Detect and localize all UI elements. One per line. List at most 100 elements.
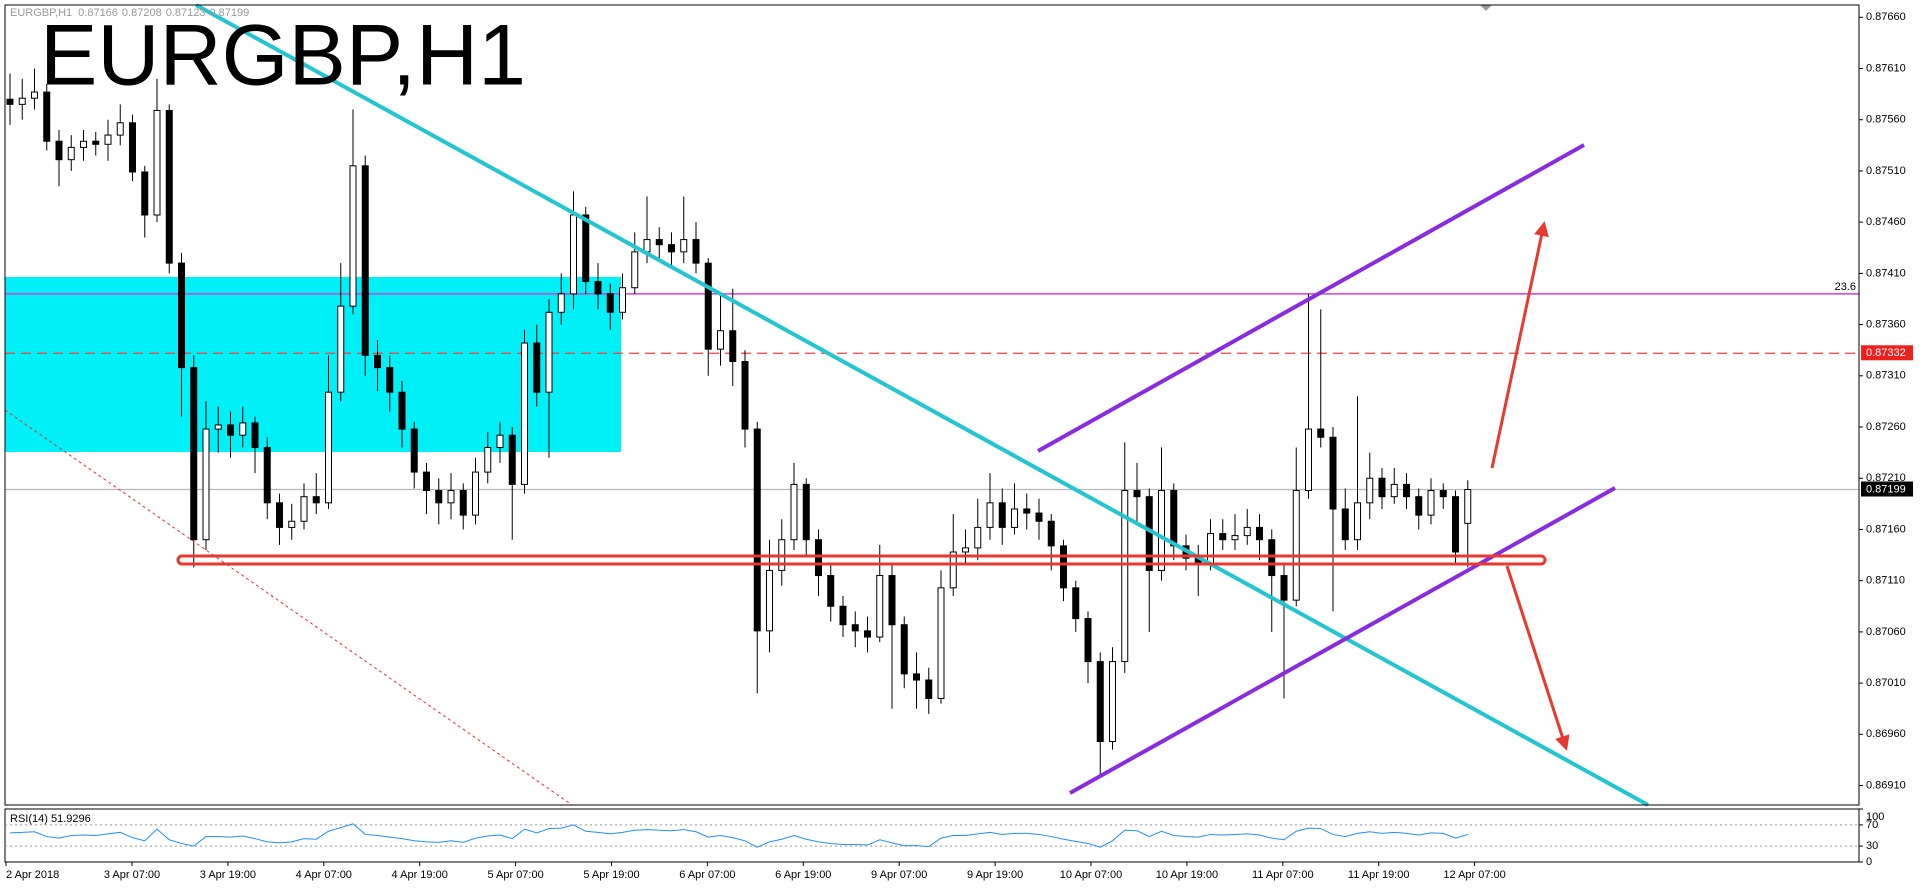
candle-body: [1292, 490, 1300, 601]
y-tick-label: 0.87460: [1866, 216, 1906, 228]
candle-body: [582, 214, 590, 283]
marker: [1480, 5, 1492, 11]
candle-body: [962, 547, 969, 553]
candle-body: [276, 502, 283, 528]
y-tick-label: 0.87110: [1866, 575, 1905, 587]
header-low: 0.87123: [166, 7, 206, 19]
y-tick-label: 0.87160: [1866, 523, 1906, 535]
x-tick-label: 9 Apr 07:00: [871, 869, 927, 881]
fibo-label: 23.6: [1835, 281, 1856, 293]
candle-body: [521, 342, 528, 485]
candle-body: [900, 624, 908, 675]
candle-body: [1121, 490, 1129, 663]
x-tick-label: 5 Apr 19:00: [583, 869, 639, 881]
y-tick-label: 0.87060: [1866, 626, 1906, 638]
candle-body: [141, 171, 149, 216]
candle-body: [312, 496, 320, 504]
candle-body: [888, 575, 896, 626]
x-tick-label: 3 Apr 07:00: [104, 869, 160, 881]
candle-body: [214, 424, 222, 430]
candle-body: [202, 428, 210, 541]
x-tick-label: 2 Apr 2018: [6, 869, 59, 881]
candle-body: [1415, 496, 1423, 516]
candle-body: [864, 630, 871, 638]
y-tick-label: 0.87410: [1866, 267, 1906, 279]
header-high: 0.87208: [122, 7, 162, 19]
price-tag: [1861, 345, 1913, 361]
candle-body: [337, 305, 345, 393]
candle-body: [1084, 618, 1092, 663]
chart-title: EURGBP,H1: [40, 8, 526, 104]
candle-body: [239, 422, 247, 436]
candle-body: [178, 262, 185, 369]
candle-body: [1354, 502, 1361, 541]
candle-body: [655, 239, 663, 246]
candle-body: [18, 97, 26, 105]
x-tick-label: 4 Apr 19:00: [392, 869, 448, 881]
candle-body: [1452, 496, 1459, 553]
price-tag: [1861, 481, 1913, 497]
candle-body: [459, 490, 467, 516]
x-tick-label: 9 Apr 19:00: [967, 869, 1023, 881]
candle-body: [55, 140, 63, 161]
trendline: [195, 3, 1649, 807]
candle-body: [1023, 508, 1031, 514]
candle-body: [129, 122, 136, 173]
main-frame: [4, 4, 1860, 806]
candle-body: [1390, 483, 1398, 498]
candle-body: [325, 391, 332, 504]
candle-body: [1280, 575, 1288, 601]
candle-body: [1060, 545, 1067, 589]
candle-body: [1072, 587, 1080, 620]
candle-body: [533, 342, 541, 393]
candle-body: [631, 251, 639, 289]
x-tick-label: 3 Apr 19:00: [200, 869, 256, 881]
candle-body: [986, 502, 994, 528]
candle-body: [876, 575, 884, 638]
candle-body: [484, 447, 492, 473]
candle-body: [1341, 508, 1349, 541]
candle-body: [766, 569, 773, 632]
candle-body: [1219, 533, 1227, 541]
candle-body: [606, 293, 614, 313]
candle-body: [423, 471, 430, 492]
candle-body: [92, 140, 100, 145]
candle-body: [1096, 661, 1104, 742]
x-tick-label: 12 Apr 07:00: [1443, 869, 1505, 881]
candle-body: [227, 424, 234, 436]
header-close: 0.87199: [209, 7, 249, 19]
candle-body: [998, 502, 1006, 528]
candle-body: [496, 434, 504, 449]
y-tick-label: 0.87260: [1866, 421, 1906, 433]
rsi-tick-label: 30: [1866, 840, 1878, 852]
x-tick-label: 11 Apr 19:00: [1348, 869, 1410, 881]
candle-body: [1158, 490, 1165, 571]
candle-body: [1207, 533, 1214, 565]
candle-body: [447, 490, 455, 504]
price-tag-label: 0.87332: [1866, 347, 1906, 359]
candle-body: [815, 539, 822, 577]
candle-body: [1403, 483, 1410, 498]
rsi-label: RSI(14) 51.9296: [10, 813, 91, 825]
candle-body: [67, 146, 75, 161]
candle-body: [116, 122, 124, 136]
candle-body: [1109, 661, 1116, 742]
candle-body: [31, 91, 38, 99]
candle-body: [435, 490, 443, 504]
channel-line: [1069, 486, 1616, 795]
candle-body: [680, 239, 688, 253]
candle-body: [717, 330, 724, 350]
rsi-frame: [4, 808, 1860, 863]
candle-body: [974, 526, 982, 549]
candle-body: [300, 496, 308, 522]
x-tick-label: 4 Apr 07:00: [296, 869, 352, 881]
candle-body: [729, 330, 737, 362]
candle-body: [361, 165, 369, 356]
candle-body: [104, 134, 112, 145]
candle-body: [6, 98, 14, 105]
arrow-up: [1490, 221, 1549, 469]
candle-body: [913, 673, 920, 681]
candle-body: [251, 422, 259, 449]
candle-body: [1231, 535, 1239, 541]
